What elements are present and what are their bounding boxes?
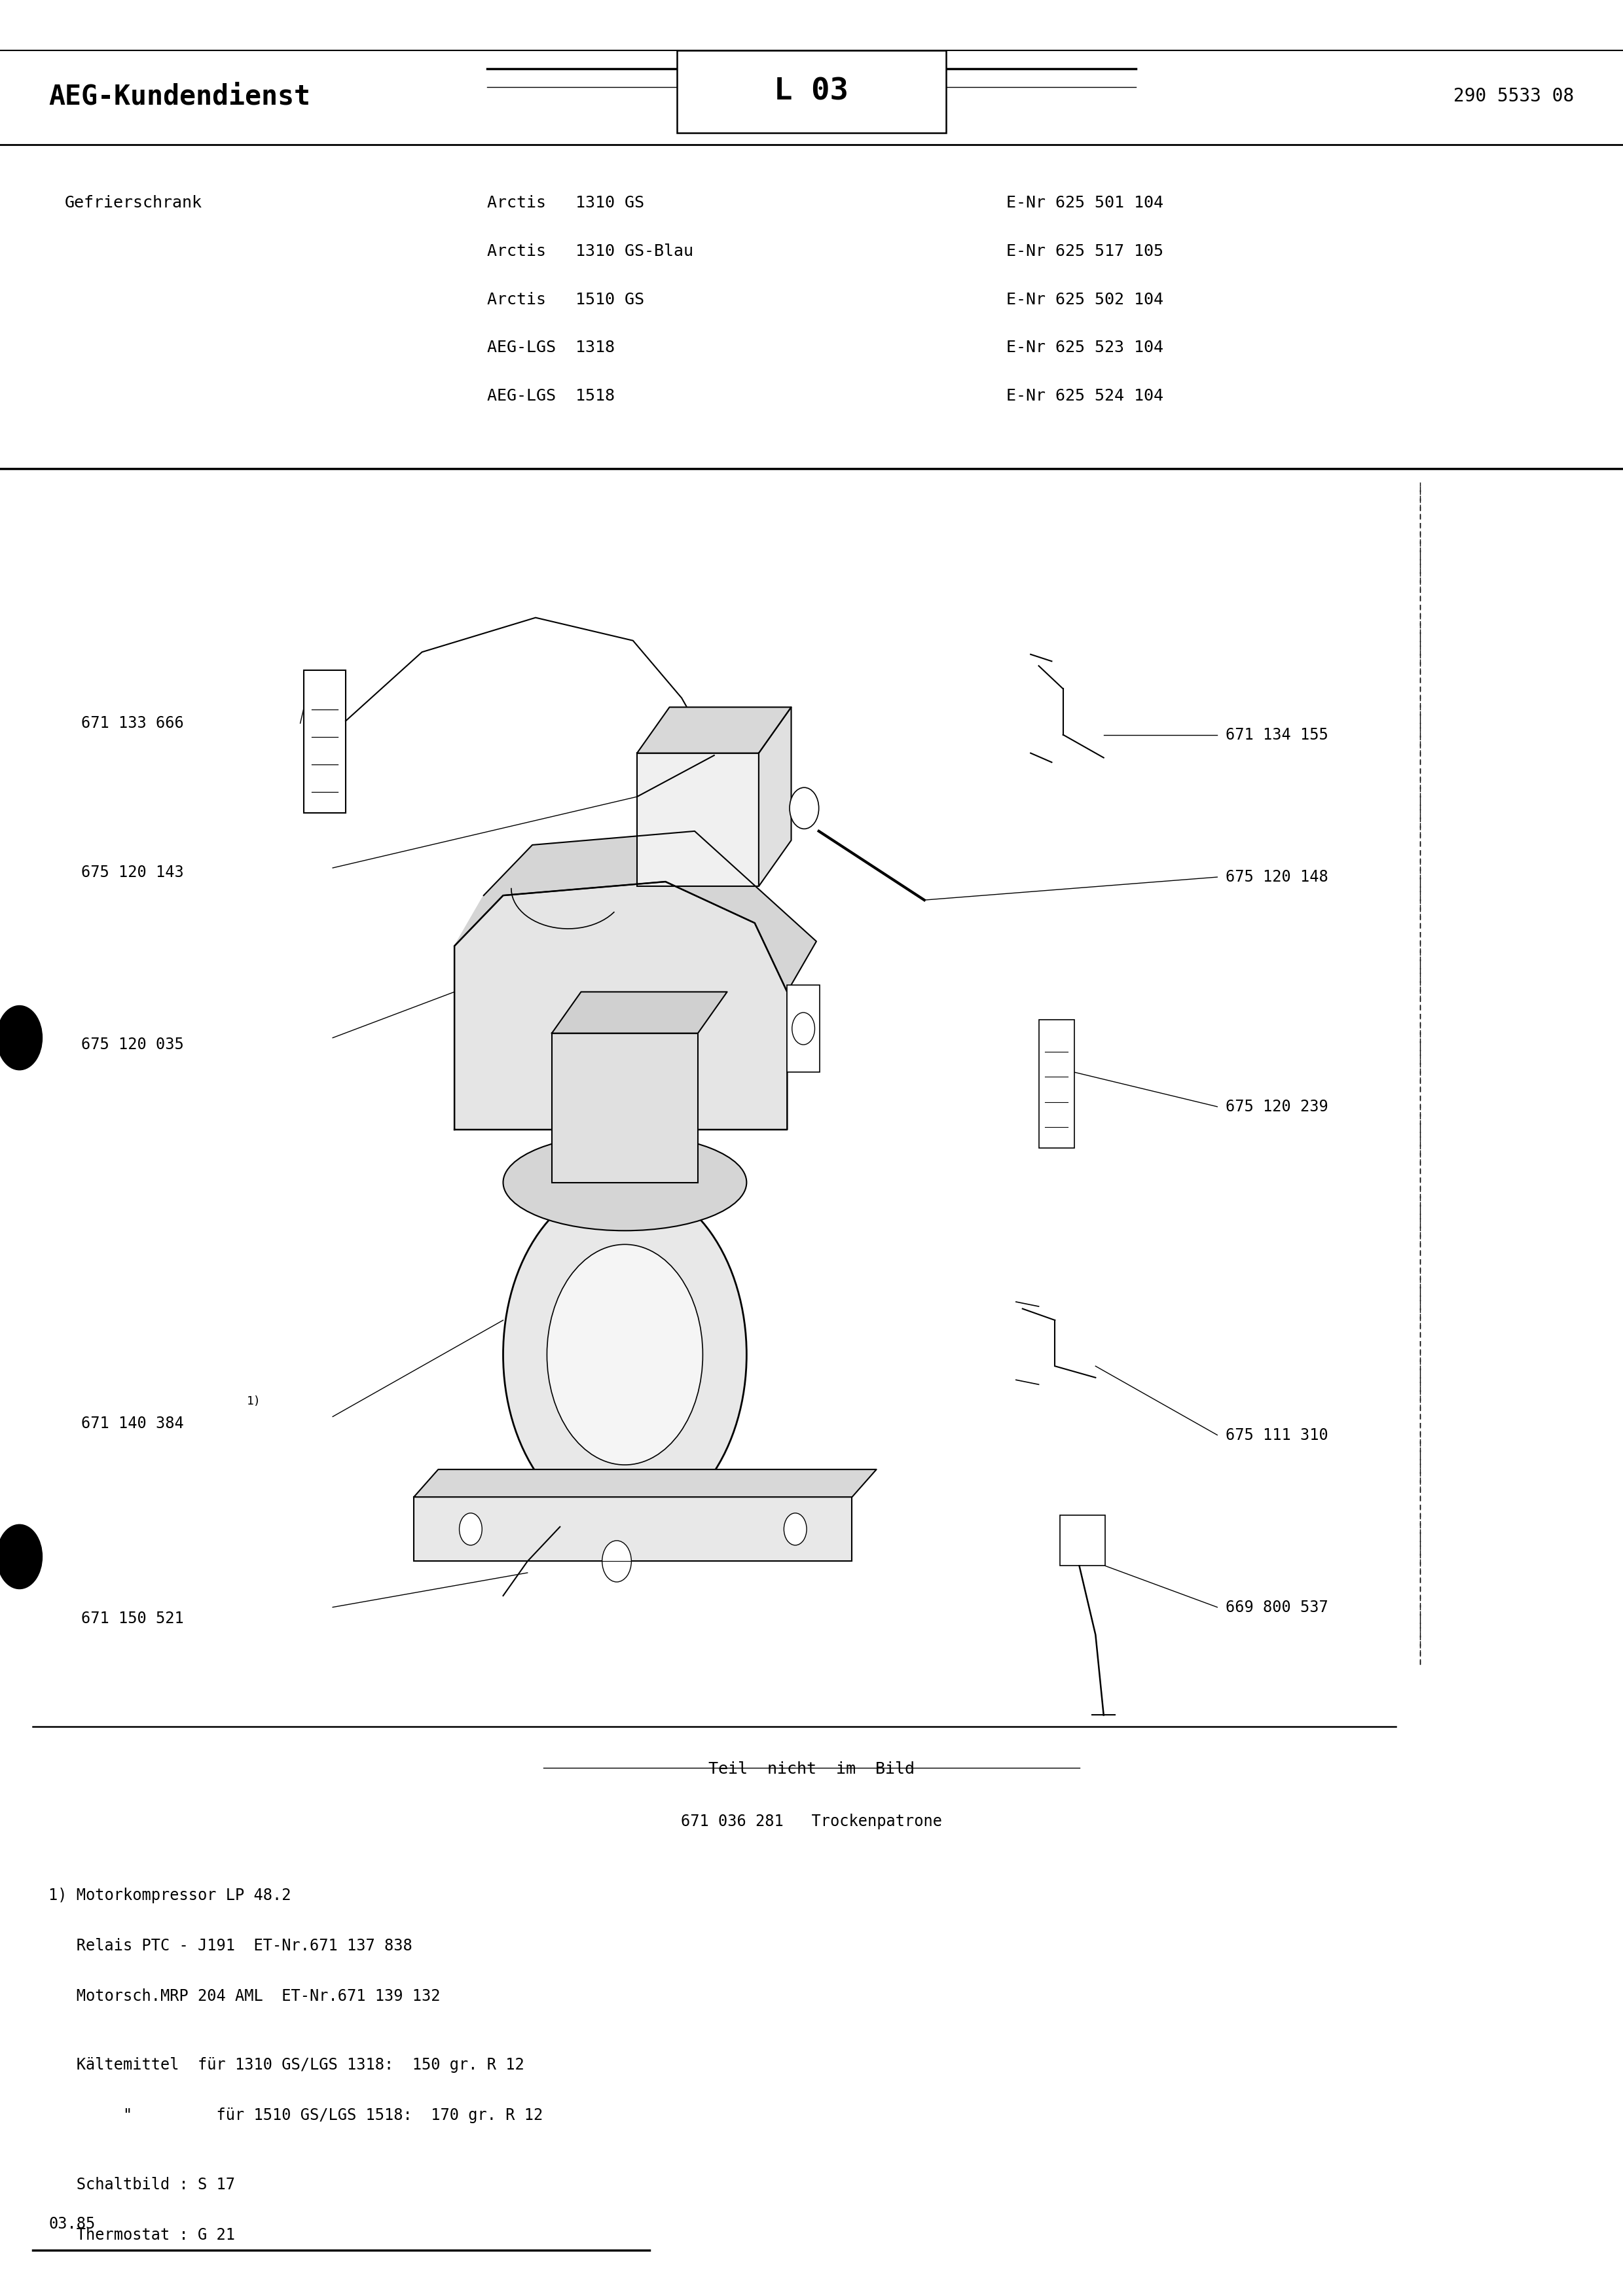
- Polygon shape: [414, 1469, 876, 1497]
- Text: AEG-LGS  1518: AEG-LGS 1518: [487, 388, 615, 404]
- Circle shape: [459, 1513, 482, 1545]
- Circle shape: [503, 1182, 747, 1527]
- Text: 675 120 035: 675 120 035: [81, 1038, 183, 1052]
- Circle shape: [547, 1244, 703, 1465]
- Text: 1) Motorkompressor LP 48.2: 1) Motorkompressor LP 48.2: [49, 1887, 291, 1903]
- Text: Arctis   1310 GS: Arctis 1310 GS: [487, 195, 644, 211]
- Bar: [787, 985, 820, 1072]
- Text: 671 140 384: 671 140 384: [81, 1417, 183, 1430]
- Bar: [414, 1497, 852, 1561]
- Text: Motorsch.MRP 204 AML  ET-Nr.671 139 132: Motorsch.MRP 204 AML ET-Nr.671 139 132: [49, 1988, 440, 2004]
- FancyBboxPatch shape: [677, 51, 946, 133]
- Text: 290 5533 08: 290 5533 08: [1454, 87, 1574, 106]
- Text: AEG-Kundendienst: AEG-Kundendienst: [49, 83, 310, 110]
- Polygon shape: [552, 992, 727, 1033]
- Text: Gefrierschrank: Gefrierschrank: [65, 195, 203, 211]
- Text: 671 150 521: 671 150 521: [81, 1612, 183, 1626]
- Text: E-Nr 625 502 104: E-Nr 625 502 104: [1006, 292, 1164, 308]
- Text: 671 133 666: 671 133 666: [81, 716, 183, 730]
- Circle shape: [0, 1525, 42, 1589]
- Text: L 03: L 03: [774, 78, 849, 106]
- Circle shape: [789, 788, 818, 829]
- Circle shape: [602, 1541, 631, 1582]
- Bar: [1039, 1019, 1074, 1148]
- Polygon shape: [454, 831, 816, 992]
- Text: 03.85: 03.85: [49, 2216, 96, 2232]
- Text: E-Nr 625 517 105: E-Nr 625 517 105: [1006, 243, 1164, 259]
- Text: 669 800 537: 669 800 537: [1225, 1600, 1328, 1614]
- Text: AEG-LGS  1318: AEG-LGS 1318: [487, 340, 615, 356]
- Text: 675 120 148: 675 120 148: [1225, 870, 1328, 884]
- Circle shape: [792, 1013, 815, 1045]
- Bar: [304, 670, 346, 813]
- Text: 671 134 155: 671 134 155: [1225, 728, 1328, 742]
- Text: 675 111 310: 675 111 310: [1225, 1428, 1328, 1442]
- Text: Kältemittel  für 1310 GS/LGS 1318:  150 gr. R 12: Kältemittel für 1310 GS/LGS 1318: 150 gr…: [49, 2057, 524, 2073]
- Text: Arctis   1310 GS-Blau: Arctis 1310 GS-Blau: [487, 243, 693, 259]
- Polygon shape: [758, 707, 792, 886]
- Circle shape: [784, 1513, 807, 1545]
- Text: Thermostat : G 21: Thermostat : G 21: [49, 2227, 235, 2243]
- Bar: [636, 753, 760, 886]
- Polygon shape: [454, 882, 787, 1130]
- Text: 675 120 143: 675 120 143: [81, 866, 183, 879]
- Circle shape: [0, 1006, 42, 1070]
- Text: E-Nr 625 523 104: E-Nr 625 523 104: [1006, 340, 1164, 356]
- Bar: [552, 1033, 698, 1182]
- Bar: [1060, 1515, 1105, 1566]
- Text: "         für 1510 GS/LGS 1518:  170 gr. R 12: " für 1510 GS/LGS 1518: 170 gr. R 12: [49, 2108, 544, 2124]
- Text: E-Nr 625 501 104: E-Nr 625 501 104: [1006, 195, 1164, 211]
- Ellipse shape: [503, 1134, 747, 1231]
- Text: 671 036 281   Trockenpatrone: 671 036 281 Trockenpatrone: [682, 1814, 941, 1830]
- Text: Relais PTC - J191  ET-Nr.671 137 838: Relais PTC - J191 ET-Nr.671 137 838: [49, 1938, 412, 1954]
- Polygon shape: [636, 707, 792, 753]
- Text: E-Nr 625 524 104: E-Nr 625 524 104: [1006, 388, 1164, 404]
- Text: 675 120 239: 675 120 239: [1225, 1100, 1328, 1114]
- Text: 1): 1): [247, 1396, 261, 1407]
- Text: Teil  nicht  im  Bild: Teil nicht im Bild: [708, 1761, 915, 1777]
- Text: Schaltbild : S 17: Schaltbild : S 17: [49, 2177, 235, 2193]
- Text: Arctis   1510 GS: Arctis 1510 GS: [487, 292, 644, 308]
